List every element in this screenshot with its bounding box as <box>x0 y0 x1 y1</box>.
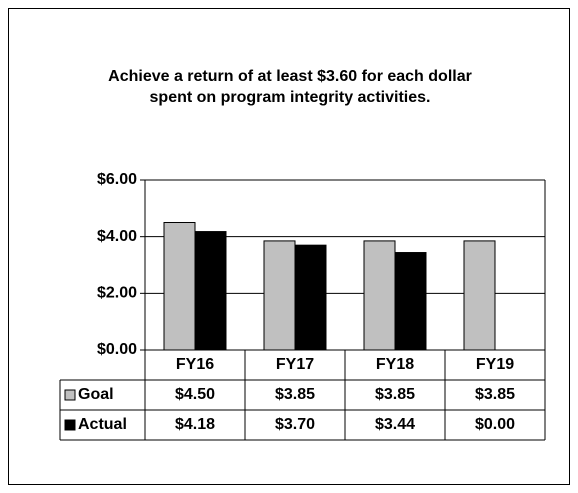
x-tick-label: FY16 <box>176 356 214 373</box>
legend-swatch <box>64 389 76 401</box>
x-tick-label: FY19 <box>476 356 514 373</box>
bar <box>394 252 427 351</box>
bar <box>263 240 296 351</box>
table-value: $3.44 <box>375 416 415 433</box>
y-tick-label: $4.00 <box>97 228 137 245</box>
y-tick-label: $0.00 <box>97 341 137 358</box>
bar <box>363 240 396 351</box>
legend-swatch <box>64 419 76 431</box>
bar <box>194 231 227 351</box>
y-tick-label: $6.00 <box>97 171 137 188</box>
table-value: $3.70 <box>275 416 315 433</box>
bar <box>463 240 496 351</box>
chart-border <box>8 8 570 485</box>
bar <box>163 222 196 351</box>
table-value: $0.00 <box>475 416 515 433</box>
x-tick-label: FY17 <box>276 356 314 373</box>
table-value: $3.85 <box>475 386 515 403</box>
table-value: $4.50 <box>175 386 215 403</box>
legend-label: Goal <box>78 386 114 403</box>
legend-label: Actual <box>78 416 127 433</box>
y-tick-label: $2.00 <box>97 285 137 302</box>
chart-title: Achieve a return of at least $3.60 for e… <box>108 68 472 106</box>
table-value: $3.85 <box>275 386 315 403</box>
table-value: $4.18 <box>175 416 215 433</box>
bar <box>294 244 327 351</box>
x-tick-label: FY18 <box>376 356 414 373</box>
table-value: $3.85 <box>375 386 415 403</box>
